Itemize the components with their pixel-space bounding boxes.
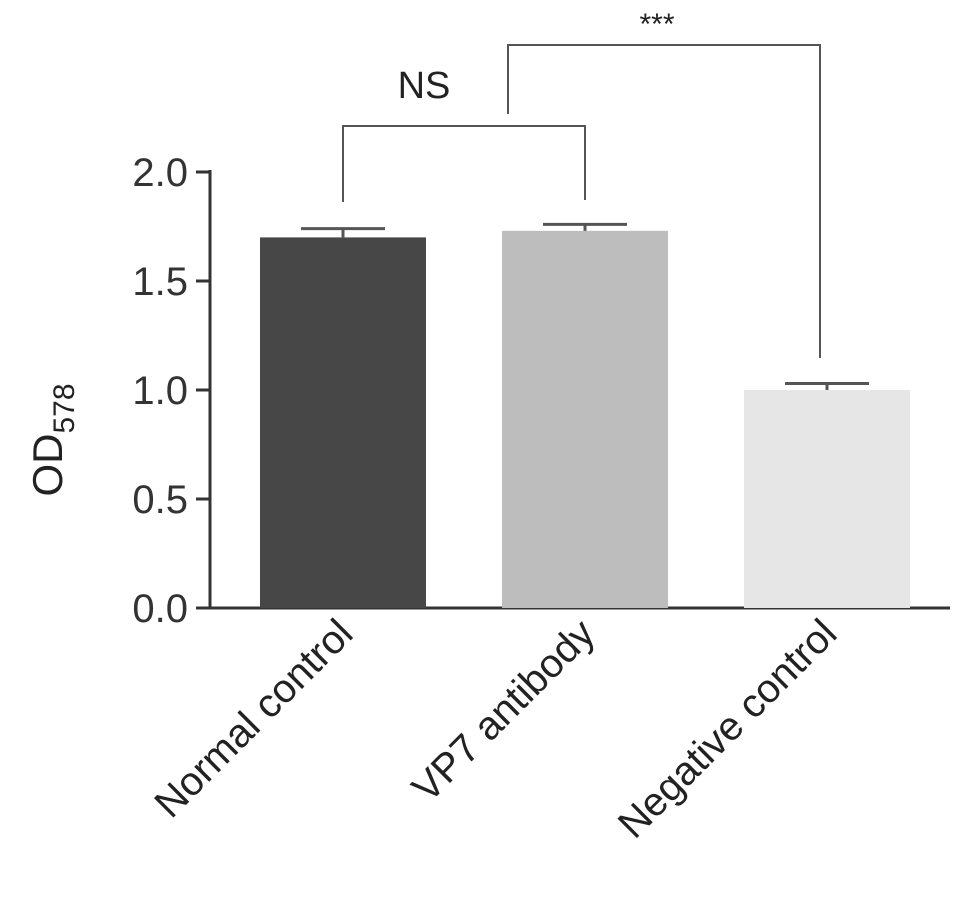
x-tick-label: Normal control [146, 611, 361, 826]
y-tick-label: 0.0 [132, 587, 188, 631]
y-tick-label: 1.0 [132, 369, 188, 413]
bracket-ns [342, 125, 586, 202]
labels: OD578 [24, 383, 81, 496]
x-tick-label: Negative control [610, 611, 845, 846]
y-axis-label-subscript: 578 [48, 383, 81, 433]
bar [502, 230, 668, 609]
significance-brackets: NS *** [342, 8, 821, 358]
y-axis-label: OD578 [24, 383, 81, 496]
x-tick-label: VP7 antibody [404, 611, 603, 810]
error-bars [301, 222, 869, 390]
bar [260, 237, 426, 608]
annotation-stars: *** [639, 8, 674, 41]
bar [744, 390, 910, 608]
y-tick-label: 2.0 [132, 151, 188, 195]
y-tick-label: 1.5 [132, 260, 188, 304]
y-axis-label-main: OD [24, 434, 71, 497]
annotation-ns: NS [398, 65, 451, 107]
y-tick-label: 0.5 [132, 478, 188, 522]
bracket-star [507, 44, 821, 358]
bars [260, 230, 910, 609]
